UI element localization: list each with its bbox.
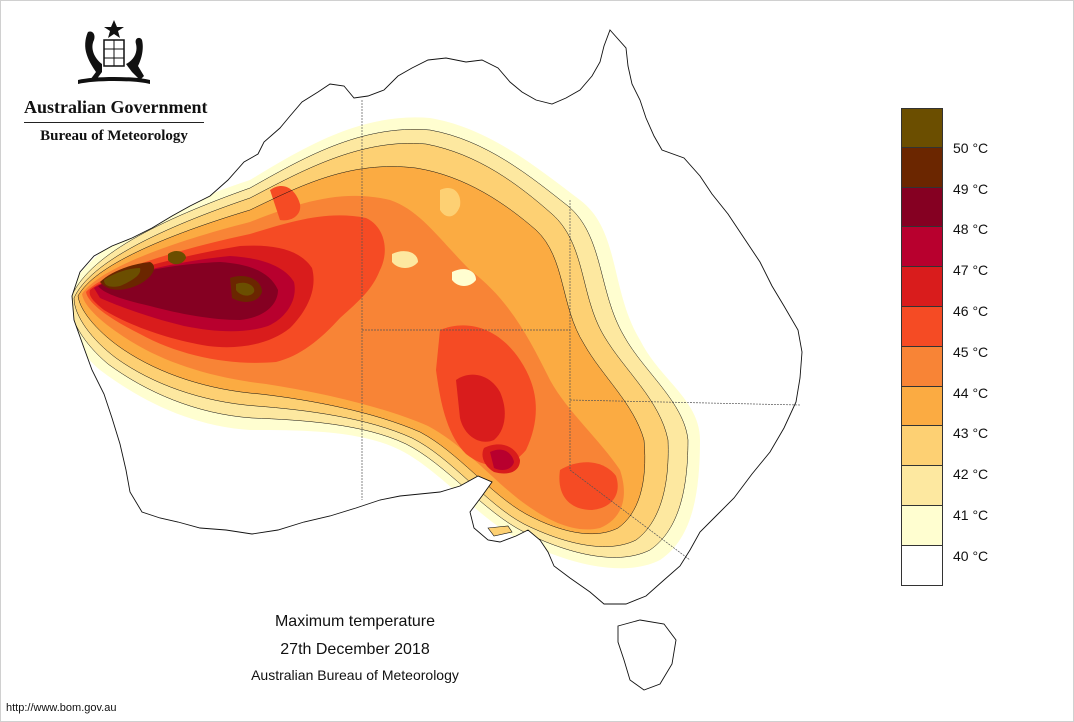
legend-swatch: [901, 545, 943, 586]
coat-of-arms-icon: [78, 20, 150, 84]
legend-swatch: [901, 267, 943, 307]
header-divider: [24, 122, 204, 123]
legend-swatch: [901, 187, 943, 228]
government-title: Australian Government: [24, 97, 208, 117]
legend-swatch: [901, 505, 943, 546]
legend-label: 43 °C: [953, 425, 989, 442]
tasmania-outline: [617, 619, 677, 691]
legend-swatch: [901, 227, 943, 268]
legend-label: 49 °C: [953, 180, 989, 197]
legend-swatch: [901, 346, 943, 387]
legend-swatch: [901, 426, 943, 467]
footer-url[interactable]: http://www.bom.gov.au: [6, 702, 117, 714]
legend-swatch: [901, 108, 943, 148]
map-source: Australian Bureau of Meteorology: [251, 667, 459, 683]
legend-label: 41 °C: [953, 507, 989, 523]
agency-title: Bureau of Meteorology: [40, 128, 188, 144]
legend-swatch: [901, 147, 943, 188]
legend-label: 47 °C: [953, 262, 989, 279]
legend-label: 40 °C: [953, 547, 989, 564]
legend-label: 42 °C: [953, 466, 989, 483]
legend-label: 50 °C: [953, 139, 989, 156]
legend-swatch: [901, 306, 943, 347]
map-title: Maximum temperature: [274, 613, 436, 630]
temperature-legend: [901, 108, 943, 586]
legend-swatch: [901, 386, 943, 427]
legend-label: 46 °C: [953, 303, 989, 319]
legend-swatch: [901, 466, 943, 506]
legend-label: 44 °C: [953, 384, 989, 401]
legend-label: 48 °C: [953, 221, 989, 238]
mainland-outline: [71, 29, 803, 605]
legend-label: 45 °C: [953, 343, 989, 360]
map-date: 27th December 2018: [280, 641, 430, 658]
